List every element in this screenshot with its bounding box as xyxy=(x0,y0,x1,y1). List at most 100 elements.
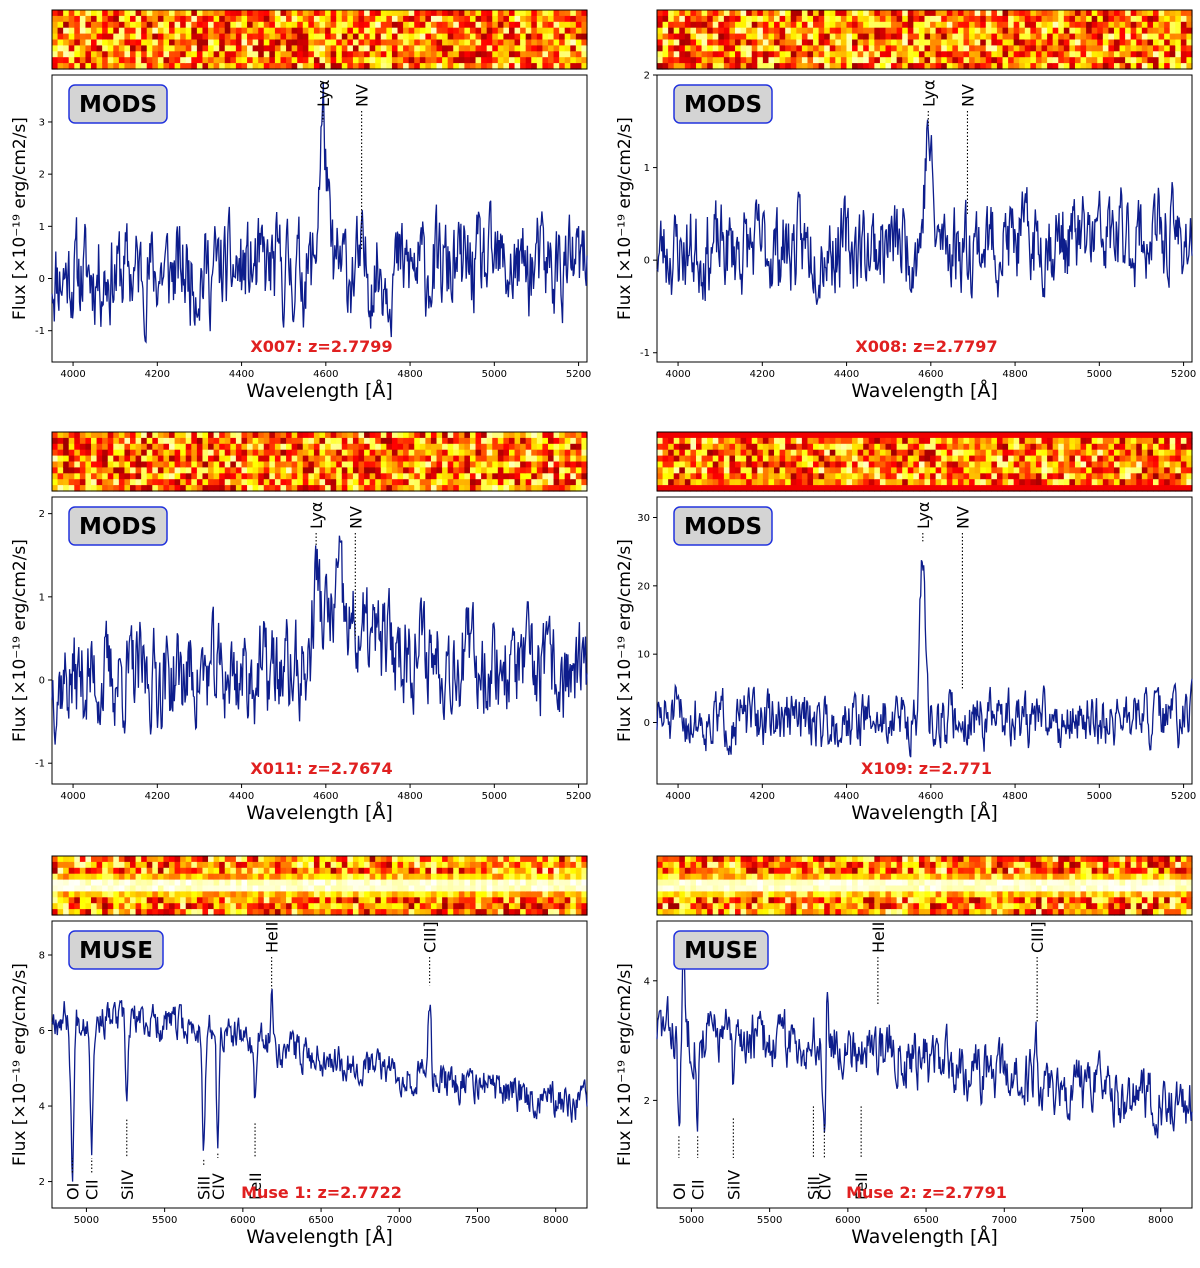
image-pixel xyxy=(807,467,814,474)
image-pixel xyxy=(712,15,719,23)
image-pixel xyxy=(135,455,142,463)
image-pixel xyxy=(380,467,387,474)
image-pixel xyxy=(1175,10,1182,17)
image-pixel xyxy=(469,443,477,451)
image-pixel xyxy=(918,467,926,474)
image-pixel xyxy=(341,39,348,46)
image-pixel xyxy=(1002,473,1009,480)
image-pixel xyxy=(1030,15,1037,23)
image-pixel xyxy=(118,437,126,445)
image-pixel xyxy=(419,10,426,17)
image-pixel xyxy=(559,461,566,468)
image-pixel xyxy=(829,467,836,474)
image-pixel xyxy=(846,27,853,35)
image-pixel xyxy=(191,873,198,881)
image-pixel xyxy=(701,33,708,41)
image-pixel xyxy=(1052,10,1059,17)
image-pixel xyxy=(935,10,942,17)
x-axis-label: Wavelength [Å] xyxy=(246,379,393,402)
image-pixel xyxy=(520,909,527,916)
image-pixel xyxy=(102,485,109,492)
image-pixel xyxy=(341,51,348,58)
image-pixel xyxy=(68,879,75,887)
image-pixel xyxy=(564,443,571,451)
image-pixel xyxy=(269,479,276,486)
image-pixel xyxy=(684,443,692,451)
image-pixel xyxy=(235,21,243,29)
image-pixel xyxy=(707,479,714,486)
image-pixel xyxy=(1097,51,1104,58)
image-pixel xyxy=(1024,461,1031,468)
image-pixel xyxy=(113,867,120,875)
image-pixel xyxy=(829,437,836,445)
image-pixel xyxy=(581,443,588,451)
image-pixel xyxy=(813,51,820,58)
image-pixel xyxy=(124,51,131,58)
image-pixel xyxy=(707,449,714,457)
image-pixel xyxy=(124,45,131,52)
image-pixel xyxy=(497,856,505,863)
image-pixel xyxy=(1063,473,1070,480)
image-pixel xyxy=(813,21,820,29)
image-pixel xyxy=(497,45,505,52)
image-pixel xyxy=(102,903,109,910)
image-pixel xyxy=(113,479,120,486)
image-pixel xyxy=(762,21,770,29)
image-pixel xyxy=(980,467,987,474)
image-pixel xyxy=(868,51,875,58)
image-pixel xyxy=(196,903,204,910)
image-pixel xyxy=(542,51,549,58)
image-pixel xyxy=(690,461,697,468)
image-pixel xyxy=(662,10,669,17)
image-pixel xyxy=(319,897,326,904)
image-pixel xyxy=(63,879,70,887)
image-pixel xyxy=(1086,21,1093,29)
image-pixel xyxy=(358,455,365,463)
image-pixel xyxy=(219,485,226,492)
image-pixel xyxy=(553,879,560,887)
image-pixel xyxy=(918,39,926,46)
image-pixel xyxy=(208,861,215,869)
image-pixel xyxy=(391,437,399,445)
image-pixel xyxy=(1063,33,1070,41)
image-pixel xyxy=(286,909,293,916)
image-pixel xyxy=(74,867,81,875)
image-pixel xyxy=(386,15,393,23)
image-pixel xyxy=(924,437,931,445)
image-pixel xyxy=(269,432,276,439)
image-pixel xyxy=(79,885,87,892)
image-pixel xyxy=(319,432,326,439)
image-pixel xyxy=(57,879,64,887)
image-pixel xyxy=(224,867,231,875)
image-pixel xyxy=(85,467,92,474)
image-pixel xyxy=(347,39,354,46)
image-pixel xyxy=(74,57,81,64)
image-pixel xyxy=(657,21,664,29)
image-pixel xyxy=(740,455,747,463)
image-pixel xyxy=(336,437,343,445)
image-pixel xyxy=(130,432,137,439)
image-pixel xyxy=(386,39,393,46)
image-pixel xyxy=(1047,473,1054,480)
image-pixel xyxy=(157,879,165,887)
image-pixel xyxy=(375,45,382,52)
image-pixel xyxy=(785,27,792,35)
image-pixel xyxy=(531,861,538,869)
image-pixel xyxy=(508,479,516,486)
image-pixel xyxy=(1125,33,1132,41)
image-pixel xyxy=(1152,455,1160,463)
image-pixel xyxy=(68,10,75,17)
image-pixel xyxy=(957,63,965,70)
image-pixel xyxy=(291,485,298,492)
image-pixel xyxy=(146,15,153,23)
image-pixel xyxy=(130,443,137,451)
image-pixel xyxy=(352,856,360,863)
image-pixel xyxy=(358,10,365,17)
image-pixel xyxy=(263,10,270,17)
image-pixel xyxy=(430,897,438,904)
image-pixel xyxy=(486,903,493,910)
image-pixel xyxy=(380,909,387,916)
image-pixel xyxy=(757,57,764,64)
image-pixel xyxy=(1097,63,1104,70)
image-pixel xyxy=(475,432,482,439)
